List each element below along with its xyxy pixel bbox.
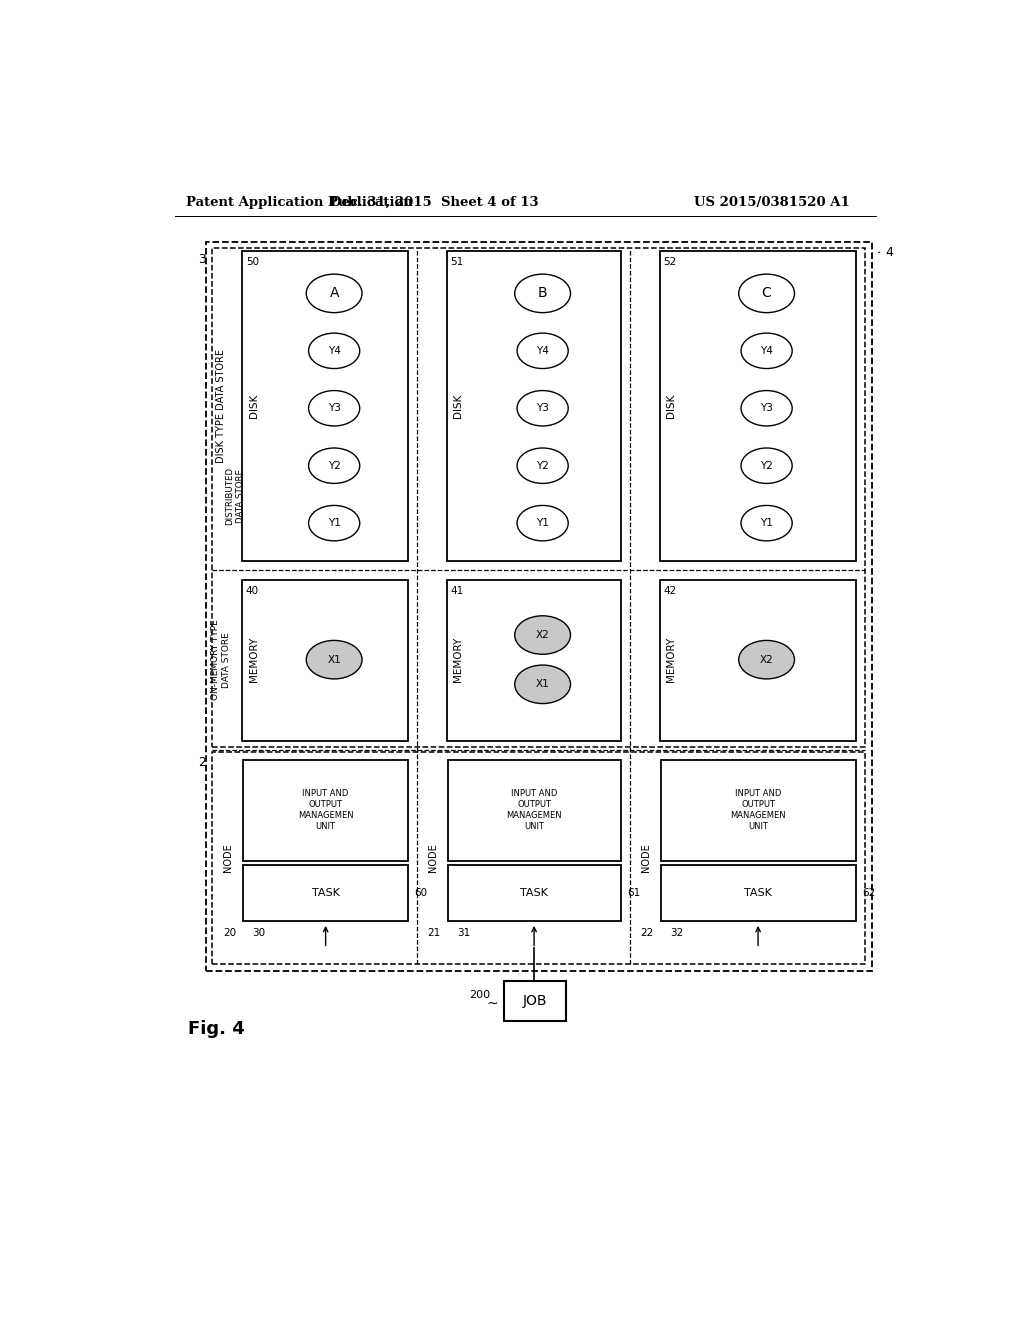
Bar — [244, 866, 408, 921]
Text: TASK: TASK — [520, 888, 548, 898]
Text: 2: 2 — [198, 756, 206, 770]
Ellipse shape — [517, 391, 568, 426]
Text: Y1: Y1 — [537, 519, 549, 528]
Bar — [212, 248, 865, 747]
Text: Y4: Y4 — [328, 346, 341, 356]
Text: X1: X1 — [536, 680, 550, 689]
Text: ON-MEMORY TYPE
DATA STORE: ON-MEMORY TYPE DATA STORE — [211, 619, 230, 701]
Bar — [662, 760, 856, 861]
Text: 51: 51 — [451, 257, 464, 267]
Text: Y3: Y3 — [328, 404, 341, 413]
Text: 52: 52 — [664, 257, 677, 267]
Ellipse shape — [741, 333, 793, 368]
Ellipse shape — [306, 275, 362, 313]
Text: 30: 30 — [252, 928, 265, 939]
Text: 21: 21 — [427, 928, 440, 939]
Text: INPUT AND
OUTPUT
MANAGEMEN
UNIT: INPUT AND OUTPUT MANAGEMEN UNIT — [298, 788, 353, 832]
Bar — [659, 579, 856, 741]
Ellipse shape — [738, 275, 795, 313]
Text: B: B — [538, 286, 548, 301]
Ellipse shape — [741, 506, 793, 541]
Ellipse shape — [741, 391, 793, 426]
Text: Y4: Y4 — [537, 346, 549, 356]
Bar — [446, 251, 621, 561]
Bar — [449, 760, 621, 861]
Ellipse shape — [515, 615, 570, 655]
Text: TASK: TASK — [744, 888, 772, 898]
Text: DISK: DISK — [667, 393, 676, 417]
Text: TASK: TASK — [311, 888, 340, 898]
Ellipse shape — [306, 640, 362, 678]
Bar — [446, 579, 621, 741]
Ellipse shape — [515, 665, 570, 704]
Text: Patent Application Publication: Patent Application Publication — [186, 195, 413, 209]
Text: JOB: JOB — [522, 994, 547, 1007]
Ellipse shape — [741, 447, 793, 483]
Text: Y1: Y1 — [760, 519, 773, 528]
Text: Y3: Y3 — [537, 404, 549, 413]
Text: DISK: DISK — [249, 393, 258, 417]
Ellipse shape — [738, 640, 795, 678]
Text: US 2015/0381520 A1: US 2015/0381520 A1 — [693, 195, 850, 209]
Text: NODE: NODE — [428, 843, 437, 873]
Bar — [659, 251, 856, 561]
Text: X2: X2 — [536, 630, 550, 640]
Text: Y4: Y4 — [760, 346, 773, 356]
Text: X1: X1 — [328, 655, 341, 665]
Text: 42: 42 — [664, 586, 677, 595]
Text: 50: 50 — [246, 257, 259, 267]
Text: NODE: NODE — [641, 843, 650, 873]
Text: Y2: Y2 — [537, 461, 549, 471]
Text: MEMORY: MEMORY — [667, 638, 676, 682]
Ellipse shape — [308, 447, 359, 483]
Text: 60: 60 — [414, 888, 427, 898]
Text: INPUT AND
OUTPUT
MANAGEMEN
UNIT: INPUT AND OUTPUT MANAGEMEN UNIT — [506, 788, 562, 832]
Text: 200: 200 — [469, 990, 489, 999]
Text: NODE: NODE — [223, 843, 233, 873]
Ellipse shape — [308, 391, 359, 426]
Text: A: A — [330, 286, 339, 301]
Text: Y2: Y2 — [760, 461, 773, 471]
Text: DISK: DISK — [454, 393, 463, 417]
Text: MEMORY: MEMORY — [249, 638, 258, 682]
Ellipse shape — [308, 506, 359, 541]
Text: Y2: Y2 — [328, 461, 341, 471]
Text: 20: 20 — [223, 928, 237, 939]
Text: 62: 62 — [862, 888, 876, 898]
Text: 3: 3 — [198, 252, 206, 265]
Ellipse shape — [515, 275, 570, 313]
Text: 40: 40 — [246, 586, 259, 595]
Bar — [504, 981, 566, 1020]
Text: DISK TYPE DATA STORE: DISK TYPE DATA STORE — [216, 348, 226, 463]
Text: DISTRIBUTED
DATA STORE: DISTRIBUTED DATA STORE — [225, 466, 245, 525]
Bar — [206, 242, 872, 970]
Ellipse shape — [517, 333, 568, 368]
Ellipse shape — [517, 447, 568, 483]
Bar — [242, 251, 408, 561]
Text: 41: 41 — [451, 586, 464, 595]
Text: C: C — [762, 286, 771, 301]
Text: ~: ~ — [486, 997, 498, 1011]
Text: Y1: Y1 — [328, 519, 341, 528]
Bar — [449, 866, 621, 921]
Text: Dec. 31, 2015  Sheet 4 of 13: Dec. 31, 2015 Sheet 4 of 13 — [330, 195, 539, 209]
Text: 32: 32 — [670, 928, 683, 939]
Text: 4: 4 — [885, 246, 893, 259]
Text: X2: X2 — [760, 655, 773, 665]
Bar — [244, 760, 408, 861]
Text: Fig. 4: Fig. 4 — [188, 1019, 245, 1038]
Text: 61: 61 — [627, 888, 640, 898]
Text: 22: 22 — [641, 928, 654, 939]
Text: 31: 31 — [457, 928, 470, 939]
Bar — [242, 579, 408, 741]
Ellipse shape — [517, 506, 568, 541]
Text: MEMORY: MEMORY — [454, 638, 463, 682]
Text: INPUT AND
OUTPUT
MANAGEMEN
UNIT: INPUT AND OUTPUT MANAGEMEN UNIT — [730, 788, 785, 832]
Bar — [662, 866, 856, 921]
Text: Y3: Y3 — [760, 404, 773, 413]
Bar — [212, 752, 865, 964]
Ellipse shape — [308, 333, 359, 368]
